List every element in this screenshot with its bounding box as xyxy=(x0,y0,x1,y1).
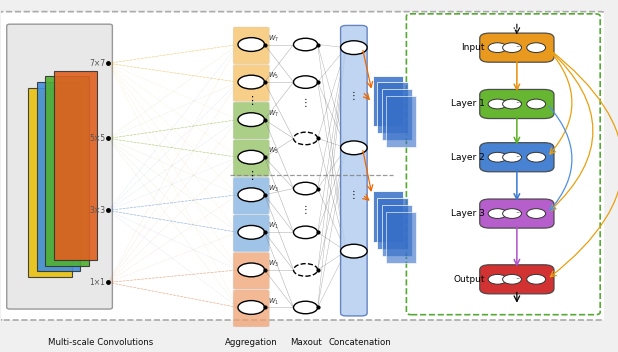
Circle shape xyxy=(238,188,265,202)
Text: $W_3$: $W_3$ xyxy=(268,259,279,269)
FancyBboxPatch shape xyxy=(54,71,97,260)
Circle shape xyxy=(238,38,265,51)
Circle shape xyxy=(238,263,265,277)
Circle shape xyxy=(238,113,265,126)
Circle shape xyxy=(294,76,318,88)
FancyBboxPatch shape xyxy=(480,199,554,228)
Circle shape xyxy=(502,43,522,52)
Circle shape xyxy=(238,226,265,239)
Text: Concatenation: Concatenation xyxy=(329,338,391,347)
FancyBboxPatch shape xyxy=(378,198,408,249)
FancyBboxPatch shape xyxy=(233,64,269,101)
Text: $W_1$: $W_1$ xyxy=(268,296,279,307)
Circle shape xyxy=(294,182,318,195)
Circle shape xyxy=(527,275,546,284)
Text: $W_1$: $W_1$ xyxy=(268,221,279,231)
Text: Input: Input xyxy=(462,43,485,52)
Text: ⋮: ⋮ xyxy=(301,206,310,215)
Circle shape xyxy=(502,152,522,162)
FancyBboxPatch shape xyxy=(480,89,554,119)
Circle shape xyxy=(488,209,507,219)
FancyBboxPatch shape xyxy=(233,290,269,327)
FancyBboxPatch shape xyxy=(233,215,269,252)
FancyBboxPatch shape xyxy=(341,25,367,316)
Text: ···: ··· xyxy=(515,275,523,284)
Circle shape xyxy=(341,41,367,55)
Circle shape xyxy=(341,244,367,258)
FancyBboxPatch shape xyxy=(378,82,408,133)
FancyBboxPatch shape xyxy=(0,12,606,320)
Circle shape xyxy=(341,141,367,155)
Text: ···: ··· xyxy=(515,43,523,52)
FancyBboxPatch shape xyxy=(233,27,269,64)
Circle shape xyxy=(238,75,265,89)
FancyBboxPatch shape xyxy=(37,82,80,271)
Circle shape xyxy=(294,132,318,145)
Text: Layer 1: Layer 1 xyxy=(451,100,485,108)
Circle shape xyxy=(488,275,507,284)
Circle shape xyxy=(527,152,546,162)
FancyBboxPatch shape xyxy=(233,252,269,289)
Circle shape xyxy=(527,209,546,219)
Text: 3×3: 3×3 xyxy=(89,206,105,215)
Text: ⋮: ⋮ xyxy=(246,171,257,181)
FancyBboxPatch shape xyxy=(480,143,554,172)
FancyBboxPatch shape xyxy=(373,76,404,126)
Text: Layer 2: Layer 2 xyxy=(451,153,485,162)
Circle shape xyxy=(488,99,507,109)
Text: ···: ··· xyxy=(515,209,523,218)
Text: ···: ··· xyxy=(515,153,523,162)
Text: Layer 3: Layer 3 xyxy=(451,209,485,218)
Circle shape xyxy=(294,301,318,314)
Circle shape xyxy=(294,226,318,239)
Circle shape xyxy=(294,38,318,51)
Circle shape xyxy=(488,43,507,52)
Text: Multi-scale Convolutions: Multi-scale Convolutions xyxy=(48,338,153,347)
FancyBboxPatch shape xyxy=(28,88,72,277)
Text: $W_5$: $W_5$ xyxy=(268,146,279,156)
Text: $W_7$: $W_7$ xyxy=(268,33,279,44)
Text: $W_5$: $W_5$ xyxy=(268,71,279,81)
FancyBboxPatch shape xyxy=(386,212,416,263)
Text: $W_3$: $W_3$ xyxy=(268,184,279,194)
Circle shape xyxy=(238,150,265,164)
FancyBboxPatch shape xyxy=(233,102,269,139)
FancyBboxPatch shape xyxy=(382,205,412,256)
Circle shape xyxy=(502,99,522,109)
Text: Output: Output xyxy=(454,275,485,284)
Circle shape xyxy=(527,43,546,52)
Text: $W_7$: $W_7$ xyxy=(268,108,279,119)
Text: ⋮: ⋮ xyxy=(246,96,257,106)
FancyBboxPatch shape xyxy=(7,24,112,309)
FancyBboxPatch shape xyxy=(45,76,89,265)
Circle shape xyxy=(527,99,546,109)
Circle shape xyxy=(502,275,522,284)
Text: 7×7: 7×7 xyxy=(89,59,105,68)
FancyBboxPatch shape xyxy=(233,140,269,177)
Circle shape xyxy=(238,301,265,314)
Text: ···: ··· xyxy=(515,100,523,108)
FancyBboxPatch shape xyxy=(382,89,412,140)
FancyBboxPatch shape xyxy=(373,191,404,242)
Text: ⋮: ⋮ xyxy=(349,190,358,200)
Text: ⋮: ⋮ xyxy=(301,98,310,108)
Text: Maxout: Maxout xyxy=(290,338,321,347)
FancyBboxPatch shape xyxy=(480,33,554,62)
Text: Aggregation: Aggregation xyxy=(225,338,277,347)
Text: 5×5: 5×5 xyxy=(89,134,105,143)
Text: ⋮: ⋮ xyxy=(349,91,358,101)
Circle shape xyxy=(502,209,522,219)
Circle shape xyxy=(488,152,507,162)
FancyBboxPatch shape xyxy=(233,177,269,214)
FancyBboxPatch shape xyxy=(407,14,600,315)
FancyBboxPatch shape xyxy=(386,96,416,147)
Circle shape xyxy=(294,264,318,276)
Text: 1×1: 1×1 xyxy=(89,278,105,287)
FancyBboxPatch shape xyxy=(480,265,554,294)
